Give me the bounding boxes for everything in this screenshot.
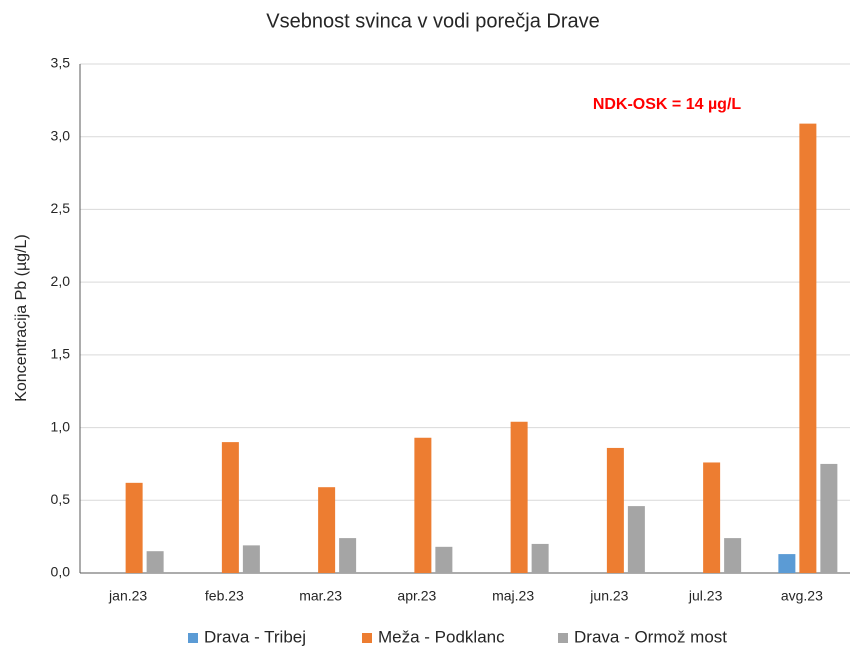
- y-axis-label: Koncentracija Pb (µg/L): [13, 234, 30, 402]
- x-tick-label: jan.23: [108, 588, 147, 604]
- bar: [820, 463, 838, 573]
- y-tick-label: 1,5: [51, 346, 71, 362]
- legend-swatch: [188, 633, 198, 643]
- x-tick-label: mar.23: [299, 588, 342, 604]
- bar: [606, 447, 624, 573]
- bar: [799, 123, 817, 573]
- bar: [510, 421, 528, 573]
- chart-title: Vsebnost svinca v vodi porečja Drave: [266, 10, 600, 32]
- bar: [778, 554, 796, 573]
- x-tick-label: jun.23: [589, 588, 628, 604]
- y-tick-label: 0,5: [51, 491, 71, 507]
- legend-label: Drava - Ormož most: [574, 627, 727, 646]
- legend-label: Drava - Tribej: [204, 627, 306, 646]
- annotation: NDK-OSK = 14 µg/L: [593, 96, 742, 113]
- bar: [703, 462, 721, 573]
- bar: [531, 543, 549, 573]
- bar: [627, 506, 645, 573]
- y-tick-label: 0,0: [51, 564, 71, 580]
- x-tick-label: avg.23: [781, 588, 823, 604]
- legend-swatch: [558, 633, 568, 643]
- x-tick-label: feb.23: [205, 588, 244, 604]
- bar: [221, 442, 239, 573]
- bar: [724, 538, 742, 573]
- bar: [125, 482, 143, 573]
- legend-swatch: [362, 633, 372, 643]
- bar: [242, 545, 260, 573]
- bar: [435, 546, 453, 573]
- x-tick-label: maj.23: [492, 588, 534, 604]
- bar: [146, 551, 164, 573]
- y-tick-label: 3,5: [51, 55, 71, 71]
- y-tick-label: 3,0: [51, 127, 71, 143]
- x-tick-label: apr.23: [397, 588, 436, 604]
- bar: [414, 437, 432, 573]
- legend-label: Meža - Podklanc: [378, 627, 505, 646]
- y-tick-label: 1,0: [51, 418, 71, 434]
- x-tick-label: jul.23: [688, 588, 723, 604]
- y-tick-label: 2,0: [51, 273, 71, 289]
- bar: [318, 487, 336, 573]
- y-tick-label: 2,5: [51, 200, 71, 216]
- bar: [339, 538, 357, 573]
